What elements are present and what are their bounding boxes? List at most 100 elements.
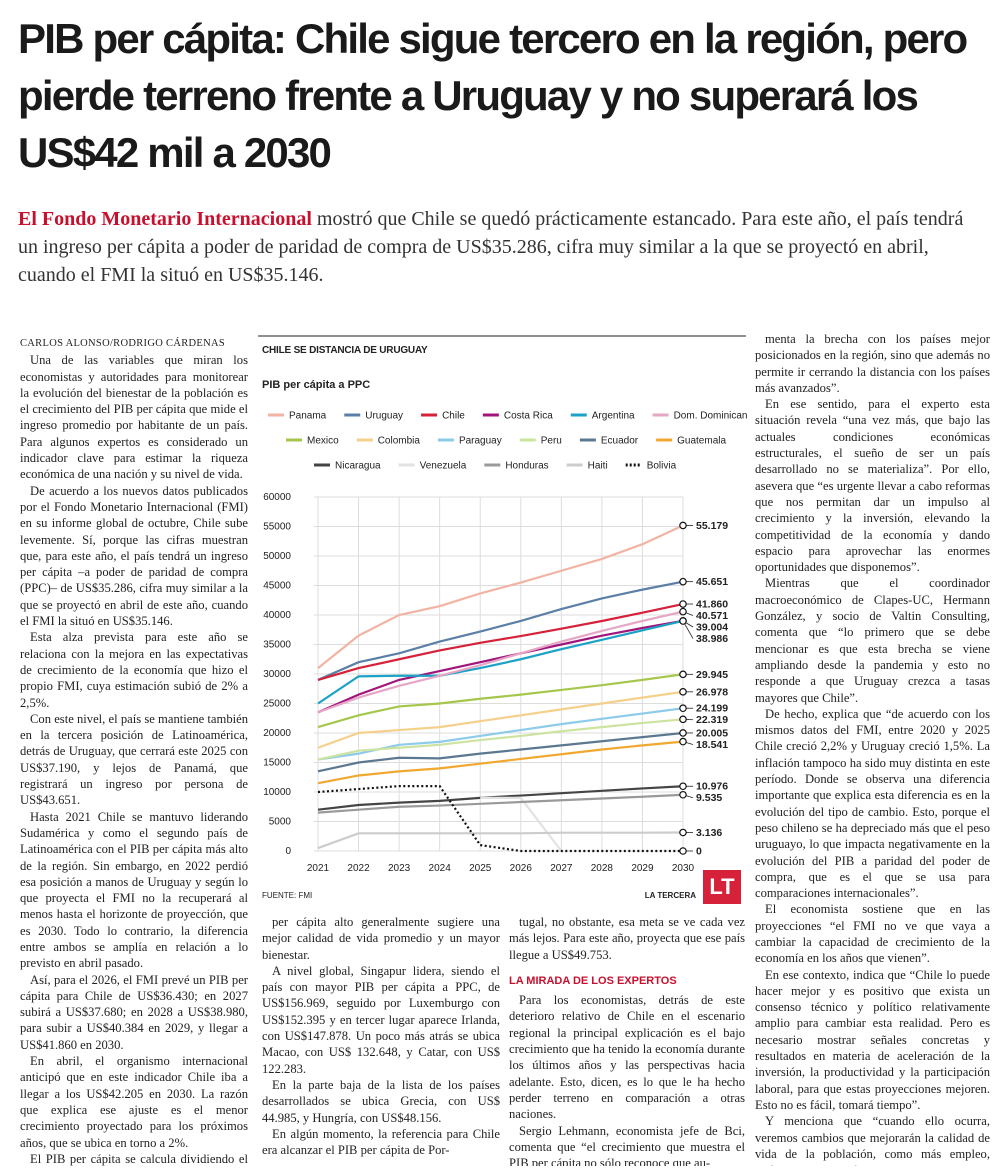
column: tugal, no obstante, esa meta se ve cada … — [509, 914, 745, 1166]
x-tick-label: 2030 — [672, 863, 695, 874]
y-tick-label: 35000 — [263, 640, 291, 651]
x-tick-label: 2025 — [469, 863, 492, 874]
paragraph: Así, para el 2026, el FMI prevé un PIB p… — [20, 972, 248, 1052]
legend-label: Uruguay — [365, 411, 403, 422]
value-label: 20.005 — [696, 727, 728, 739]
legend-label: Costa Rica — [504, 411, 553, 422]
end-point — [679, 600, 687, 608]
end-point — [679, 847, 687, 855]
y-tick-label: 0 — [285, 846, 291, 857]
y-tick-label: 25000 — [263, 699, 291, 710]
y-tick-label: 30000 — [263, 669, 291, 680]
paragraph: tugal, no obstante, esa meta se ve cada … — [509, 915, 745, 962]
legend-label: Paraguay — [459, 436, 502, 447]
paragraph: A nivel global, Singapur lidera, siendo … — [262, 963, 500, 1076]
x-tick-label: 2022 — [347, 863, 370, 874]
series-line — [317, 619, 684, 705]
legend-label: Honduras — [505, 461, 548, 472]
value-label: 26.978 — [696, 686, 728, 698]
y-tick-label: 5000 — [269, 817, 292, 828]
y-tick-label: 40000 — [263, 610, 291, 621]
paragraph: Esta alza prevista para este año se rela… — [20, 630, 248, 710]
x-tick-label: 2027 — [550, 863, 573, 874]
paragraph: En abril, el organismo internacional ant… — [20, 1054, 248, 1150]
y-tick-label: 15000 — [263, 758, 291, 769]
y-tick-label: 50000 — [263, 551, 291, 562]
end-point — [679, 607, 687, 616]
legend-label: Colombia — [378, 436, 421, 447]
paragraph: El economista sostiene que en las proyec… — [755, 902, 990, 966]
value-label: 0 — [696, 846, 702, 858]
legend-label: Chile — [442, 411, 465, 422]
logo: LT — [709, 874, 735, 899]
lead-text: mostró que Chile se quedó prácticamente … — [18, 208, 964, 286]
series-line — [317, 690, 684, 749]
end-point — [679, 617, 687, 625]
legend-label: Venezuela — [420, 461, 467, 472]
paragraph: En algún momento, la referencia para Chi… — [262, 1126, 500, 1158]
value-label: 9.535 — [696, 792, 722, 804]
end-point — [679, 670, 687, 679]
series-line — [317, 602, 684, 681]
logo-box — [703, 870, 741, 904]
series-line — [317, 785, 684, 811]
x-tick-label: 2024 — [429, 863, 452, 874]
legend-label: Bolivia — [647, 461, 677, 472]
paragraph: En ese contexto, indica que “Chile lo pu… — [755, 967, 990, 1112]
lead: El Fondo Monetario Internacional mostró … — [18, 205, 983, 289]
paragraph: De hecho, explica que “de acuerdo con lo… — [755, 706, 990, 901]
x-tick-label: 2029 — [631, 863, 654, 874]
paragraph: En la parte baja de la lista de los país… — [262, 1077, 500, 1125]
paragraph: menta la brecha con los países mejor pos… — [755, 332, 990, 395]
y-tick-label: 55000 — [263, 522, 291, 533]
lead-highlight: El Fondo Monetario Internacional — [18, 208, 312, 230]
paragraph: Con este nivel, el país se mantiene tamb… — [20, 711, 248, 808]
end-point — [679, 782, 687, 791]
series-line — [317, 610, 684, 714]
legend-label: Haiti — [588, 461, 608, 472]
x-tick-label: 2023 — [388, 863, 411, 874]
x-tick-label: 2028 — [591, 863, 614, 874]
value-label: 10.976 — [696, 781, 728, 793]
x-tick-label: 2021 — [307, 863, 330, 874]
series-line — [317, 619, 684, 714]
end-point — [679, 715, 687, 724]
headline: PIB per cápita: Chile sigue tercero en l… — [18, 15, 968, 176]
value-label: 18.541 — [696, 739, 728, 751]
value-label: 22.319 — [696, 714, 728, 726]
legend-label: Dom. Dominicana — [674, 411, 748, 422]
value-label: 24.199 — [696, 703, 728, 715]
x-tick-label: 2026 — [510, 863, 533, 874]
value-label: 39.004 — [696, 622, 728, 634]
end-point — [679, 737, 687, 746]
legend-label: Panama — [289, 411, 327, 422]
paragraph: Para los economistas, detrás de este det… — [509, 993, 745, 1122]
series-line — [317, 673, 684, 729]
legend-label: Ecuador — [601, 436, 639, 447]
series-line — [317, 718, 684, 761]
paragraph: El PIB per cápita se calcula dividiendo … — [30, 1151, 248, 1166]
series-line — [317, 731, 684, 773]
end-point — [679, 688, 687, 696]
subheading: LA MIRADA DE LOS EXPERTOS — [509, 974, 677, 987]
series-line — [317, 524, 684, 669]
paragraph: De acuerdo a los nuevos datos publicados… — [20, 483, 248, 629]
paragraph: Una de las variables que miran los econo… — [20, 353, 248, 482]
value-label: 40.571 — [696, 610, 728, 622]
end-point — [679, 704, 687, 713]
column: menta la brecha con los países mejor pos… — [755, 331, 990, 1166]
y-tick-label: 60000 — [263, 492, 291, 503]
end-point — [679, 828, 687, 837]
y-tick-label: 20000 — [263, 728, 291, 739]
end-point — [679, 729, 687, 737]
chart-source: FUENTE: FMI — [262, 891, 312, 900]
paragraph: Mientras que el coordinador macroeconómi… — [755, 576, 990, 705]
y-tick-label: 45000 — [263, 581, 291, 592]
series-line — [317, 740, 684, 785]
legend-label: Mexico — [307, 436, 339, 447]
value-label: 45.651 — [696, 576, 728, 588]
paragraph: Sergio Lehmann, economista jefe de Bci, … — [509, 1123, 745, 1166]
series-line — [317, 580, 684, 681]
series-line — [317, 831, 684, 850]
